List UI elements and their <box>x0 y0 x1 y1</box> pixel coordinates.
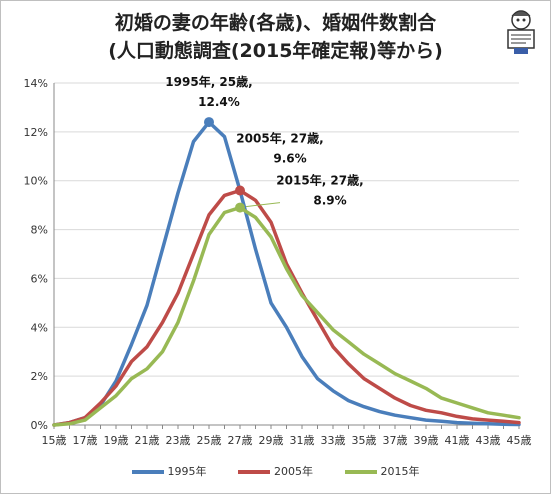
x-tick-label: 43歳 <box>476 434 501 447</box>
annotation-value: 12.4% <box>198 95 240 109</box>
newspaper-reader-mascot-icon <box>507 10 535 54</box>
x-tick-label: 17歳 <box>73 434 98 447</box>
x-tick-label: 45歳 <box>507 434 532 447</box>
annotation-label: 2015年, 27歳, <box>276 173 363 188</box>
x-tick-label: 29歳 <box>259 434 284 447</box>
legend: 1995年 2005年 2015年 <box>0 463 551 479</box>
y-tick-label: 2% <box>31 370 48 383</box>
legend-swatch-1995 <box>131 470 164 474</box>
y-tick-label: 10% <box>24 175 48 188</box>
y-tick-label: 12% <box>24 126 48 139</box>
peak-marker-2005年 <box>235 185 245 196</box>
x-tick-label: 37歳 <box>383 434 408 447</box>
x-tick-label: 21歳 <box>135 434 160 447</box>
series-line-1995年 <box>52 120 521 427</box>
y-tick-label: 0% <box>31 419 48 432</box>
annotation-label: 2005年, 27歳, <box>236 130 323 145</box>
x-tick-label: 25歳 <box>197 434 222 447</box>
x-tick-label: 35歳 <box>352 434 377 447</box>
annotation-value: 9.6% <box>273 151 306 165</box>
annotation-label: 1995年, 25歳, <box>165 74 252 89</box>
annotation-leader-line <box>245 202 281 208</box>
x-axis-ticks: 15歳 17歳 19歳 21歳 23歳 25歳 27歳 29歳 31歳 33歳 35歳 37歳 39歳 4… <box>42 425 532 447</box>
peak-marker-1995年 <box>204 117 214 128</box>
legend-swatch-2005 <box>238 470 270 474</box>
legend-item-2005: 2005年 <box>238 463 313 479</box>
x-tick-label: 31歳 <box>290 434 315 447</box>
peak-marker-2015年 <box>235 202 245 213</box>
x-tick-label: 41歳 <box>445 434 470 447</box>
x-tick-label: 19歳 <box>104 434 129 447</box>
x-tick-label: 15歳 <box>42 434 67 447</box>
series-line-2005年 <box>52 188 521 427</box>
legend-swatch-2015 <box>344 470 377 474</box>
x-tick-label: 23歳 <box>166 434 191 447</box>
x-tick-label: 27歳 <box>228 434 253 447</box>
legend-item-1995: 1995年 <box>131 463 207 479</box>
legend-label-2015: 2015年 <box>380 465 420 478</box>
legend-label-2005: 2005年 <box>274 465 313 478</box>
peak-markers <box>204 117 245 213</box>
y-tick-label: 6% <box>31 272 48 285</box>
chart-title: 初婚の妻の年齢(各歳)、婚姻件数割合 <box>114 12 437 34</box>
y-axis-ticks: 0% 2% 4% 6% 8% 10% 12% 14% <box>24 77 48 432</box>
series-lines <box>52 120 521 427</box>
x-tick-label: 33歳 <box>321 434 346 447</box>
chart-subtitle: (人口動態調査(2015年確定報)等から) <box>108 40 443 62</box>
legend-item-2015: 2015年 <box>344 463 420 479</box>
y-tick-label: 14% <box>24 77 48 90</box>
y-tick-label: 8% <box>31 224 48 237</box>
legend-label-1995: 1995年 <box>167 465 207 478</box>
annotation-value: 8.9% <box>313 194 346 208</box>
annotation-labels: 1995年, 25歳, 12.4% 2005年, 27歳, 9.6% 2015年, 27… <box>165 74 363 208</box>
x-tick-label: 39歳 <box>414 434 439 447</box>
series-line-2015年 <box>52 205 521 427</box>
y-tick-label: 4% <box>31 321 48 334</box>
